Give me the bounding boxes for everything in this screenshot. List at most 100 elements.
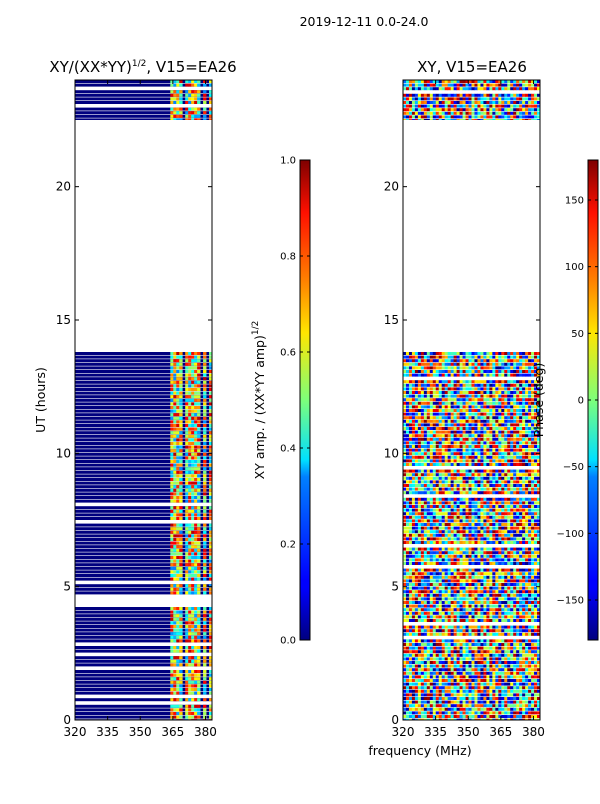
heatmap-cell <box>424 505 427 508</box>
heatmap-cell <box>463 548 466 551</box>
heatmap-cell <box>474 398 477 401</box>
heatmap-cell <box>516 477 519 480</box>
heatmap-cell <box>486 615 489 618</box>
heatmap-cell <box>176 698 179 701</box>
heatmap-cell <box>534 505 537 508</box>
heatmap-cell <box>185 534 188 537</box>
heatmap-cell <box>173 381 176 384</box>
heatmap-cell <box>406 363 409 366</box>
heatmap-cell <box>430 629 433 632</box>
heatmap-cell <box>409 516 412 519</box>
heatmap-cell <box>516 569 519 572</box>
heatmap-cell <box>463 558 466 561</box>
heatmap-cell <box>433 594 436 597</box>
heatmap-cell <box>480 477 483 480</box>
heatmap-cell <box>504 413 507 416</box>
heatmap-cell <box>457 409 460 412</box>
heatmap-cell <box>179 698 182 701</box>
heatmap-cell <box>188 506 191 509</box>
heatmap-cell <box>445 441 448 444</box>
heatmap-cell <box>528 470 531 473</box>
heatmap-cell <box>424 391 427 394</box>
heatmap-cell <box>203 111 206 114</box>
heatmap-cell <box>170 438 173 441</box>
heatmap-cell <box>185 542 188 545</box>
heatmap-cell <box>409 405 412 408</box>
heatmap-cell <box>469 512 472 515</box>
heatmap-cell <box>507 601 510 604</box>
heatmap-cell <box>469 480 472 483</box>
heatmap-cell <box>504 445 507 448</box>
heatmap-cell <box>409 484 412 487</box>
heatmap-cell <box>170 510 173 513</box>
heatmap-cell <box>439 612 442 615</box>
heatmap-cell <box>477 576 480 579</box>
heatmap-cell <box>510 523 513 526</box>
heatmap-cell <box>477 657 480 660</box>
heatmap-cell <box>460 505 463 508</box>
heatmap-cell <box>495 576 498 579</box>
heatmap-cell <box>466 405 469 408</box>
heatmap-cell <box>445 374 448 377</box>
heatmap-cell <box>188 660 191 663</box>
heatmap-cell <box>492 498 495 501</box>
heatmap-cell <box>483 402 486 405</box>
heatmap-cell <box>504 579 507 582</box>
heatmap-cell <box>486 597 489 600</box>
heatmap-cell <box>176 492 179 495</box>
heatmap-cell <box>173 118 176 120</box>
heatmap-cell <box>522 427 525 430</box>
heatmap-cell <box>430 505 433 508</box>
heatmap-cell <box>430 405 433 408</box>
heatmap-cell <box>406 583 409 586</box>
heatmap-cell <box>469 477 472 480</box>
heatmap-cell <box>415 438 418 441</box>
heatmap-cell <box>534 572 537 575</box>
heatmap-cell <box>469 523 472 526</box>
heatmap-cell <box>415 587 418 590</box>
heatmap-cell <box>433 470 436 473</box>
heatmap-cell <box>415 562 418 565</box>
heatmap-cell <box>176 670 179 673</box>
heatmap-cell <box>489 413 492 416</box>
heatmap-cell <box>185 591 188 594</box>
heatmap-cell <box>191 94 194 97</box>
heatmap-cell <box>492 576 495 579</box>
heatmap-cell <box>412 527 415 530</box>
heatmap-cell <box>442 555 445 558</box>
heatmap-cell <box>406 608 409 611</box>
heatmap-cell <box>454 579 457 582</box>
heatmap-cell <box>474 505 477 508</box>
heatmap-cell <box>469 473 472 476</box>
heatmap-cell <box>176 359 179 362</box>
heatmap-cell <box>501 405 504 408</box>
heatmap-cell <box>194 510 197 513</box>
heatmap-cell <box>480 594 483 597</box>
heatmap-cell <box>507 405 510 408</box>
heatmap-cell <box>424 387 427 390</box>
heatmap-cell <box>510 608 513 611</box>
heatmap-cell <box>409 579 412 582</box>
heatmap-cell <box>483 512 486 515</box>
heatmap-cell <box>179 646 182 649</box>
heatmap-cell <box>445 391 448 394</box>
heatmap-cell <box>427 470 430 473</box>
heatmap-cell <box>197 399 200 402</box>
heatmap-cell <box>531 619 534 622</box>
heatmap-cell <box>185 108 188 111</box>
heatmap-cell <box>176 377 179 380</box>
heatmap-cell <box>457 512 460 515</box>
heatmap-cell <box>173 506 176 509</box>
heatmap-cell <box>504 629 507 632</box>
heatmap-cell <box>492 416 495 419</box>
heatmap-cell <box>430 449 433 452</box>
heatmap-cell <box>457 601 460 604</box>
heatmap-cell <box>469 402 472 405</box>
heatmap-cell <box>477 597 480 600</box>
heatmap-cell <box>427 594 430 597</box>
heatmap-cell <box>439 608 442 611</box>
heatmap-cell <box>197 428 200 431</box>
heatmap-cell <box>522 541 525 544</box>
heatmap-cell <box>519 445 522 448</box>
y-tick-label: 10 <box>56 446 71 460</box>
